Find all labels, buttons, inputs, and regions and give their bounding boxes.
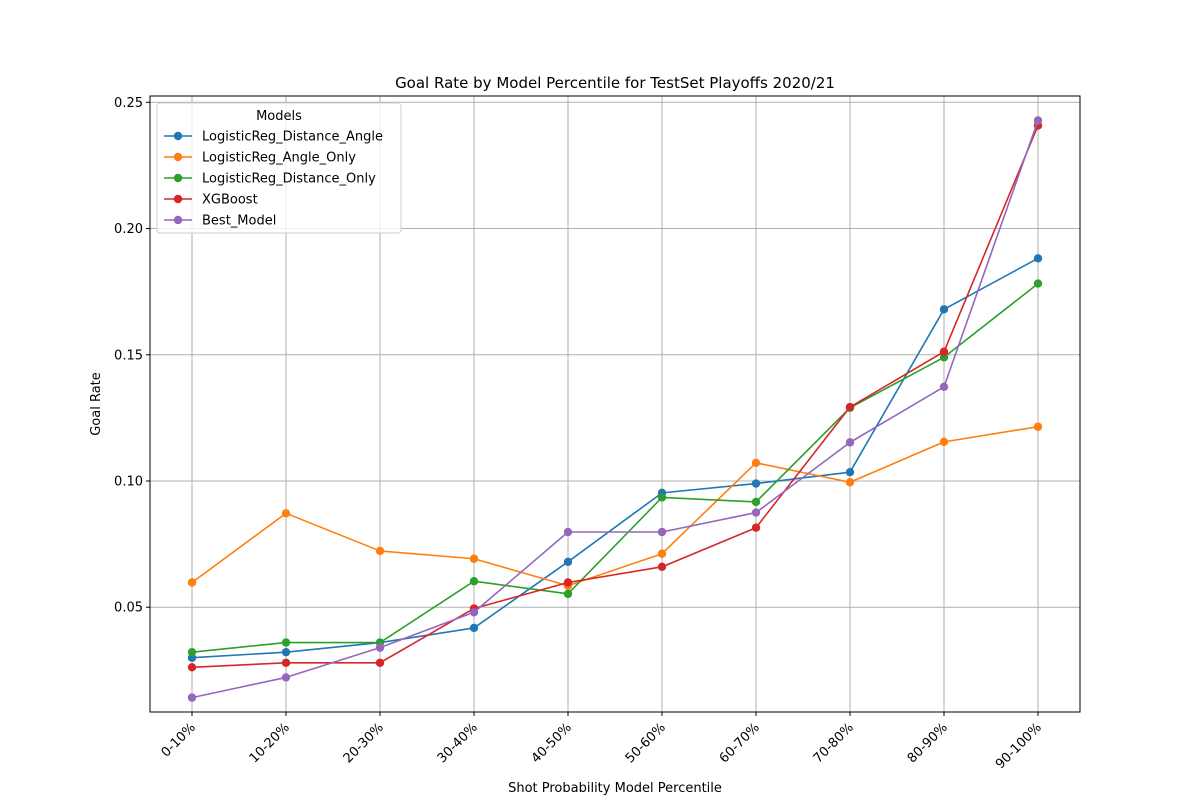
legend-label: Best_Model (202, 214, 276, 229)
data-point (469, 623, 479, 633)
legend-entry: XGBoost (164, 193, 258, 208)
data-point (751, 508, 761, 517)
x-tick-label: 0-10% (159, 720, 199, 760)
data-point (281, 647, 291, 657)
data-point (1033, 254, 1043, 263)
x-tick-label: 20-30% (341, 720, 387, 766)
x-tick-label: 50-60% (623, 720, 669, 766)
x-tick-label: 90-100% (993, 720, 1045, 772)
legend: Models LogisticReg_Distance_AngleLogisti… (156, 102, 402, 234)
data-point (657, 562, 667, 572)
legend-marker (173, 152, 183, 162)
x-tick-label: 60-70% (717, 720, 763, 766)
data-point (187, 578, 197, 587)
legend-marker (173, 173, 183, 183)
series-line (191, 425, 1039, 587)
y-axis-label: Goal Rate (89, 372, 104, 436)
data-point (1033, 422, 1043, 431)
data-point (657, 493, 667, 502)
legend-entry: LogisticReg_Angle_Only (164, 151, 356, 166)
y-axis: 0.05 0.10 0.15 0.20 0.25 (114, 96, 150, 616)
y-tick-label: 0.10 (114, 475, 143, 490)
data-point (469, 577, 479, 586)
data-point (469, 554, 479, 563)
data-point (1033, 116, 1043, 125)
data-point (939, 347, 949, 356)
data-point (845, 402, 855, 412)
legend-marker (173, 194, 183, 204)
data-point (751, 458, 761, 468)
legend-title: Models (256, 109, 302, 124)
x-tick-label: 80-90% (905, 720, 951, 766)
series-group (187, 116, 1043, 702)
y-tick-label: 0.25 (114, 96, 143, 111)
x-tick-label: 70-80% (811, 720, 857, 766)
y-tick-label: 0.15 (114, 348, 143, 363)
data-point (281, 638, 291, 647)
data-point (187, 647, 197, 657)
x-tick-label: 30-40% (435, 720, 481, 766)
series-line (191, 120, 1039, 699)
legend-entry: LogisticReg_Distance_Only (164, 172, 376, 187)
x-tick-label: 10-20% (247, 720, 293, 766)
y-tick-label: 0.20 (114, 222, 143, 237)
legend-label: XGBoost (202, 193, 258, 208)
data-point (187, 663, 197, 672)
x-axis: 0-10% 10-20% 20-30% 30-40% 40-50% 50-60% 60-70… (159, 712, 1045, 772)
grid-lines (150, 96, 1080, 712)
chart-title: Goal Rate by Model Percentile for TestSe… (395, 74, 835, 92)
data-point (563, 578, 573, 587)
legend-marker (173, 215, 183, 225)
data-point (751, 497, 761, 507)
data-point (939, 382, 949, 392)
data-point (657, 549, 667, 558)
data-point (563, 589, 573, 599)
data-point (281, 673, 291, 682)
data-point (375, 546, 385, 556)
series-line (191, 282, 1039, 653)
plot-frame (149, 95, 1081, 713)
legend-entries: LogisticReg_Distance_Angle LogisticReg_An… (164, 130, 383, 229)
data-point (281, 658, 291, 667)
data-point (187, 693, 197, 702)
series-line (191, 257, 1039, 659)
data-point (751, 523, 761, 532)
data-point (375, 658, 385, 667)
legend-entry: LogisticReg_Distance_Angle (164, 130, 383, 145)
data-point (281, 509, 291, 518)
data-point (939, 437, 949, 447)
data-point (563, 557, 573, 566)
data-point (845, 438, 855, 447)
data-point (375, 643, 385, 652)
legend-label: LogisticReg_Distance_Angle (202, 130, 383, 145)
data-point (845, 478, 855, 487)
series-1 (187, 254, 1043, 662)
data-point (751, 479, 761, 488)
series-5 (187, 116, 1043, 702)
data-point (1033, 279, 1043, 288)
data-point (845, 467, 855, 477)
legend-entry: Best_Model (164, 214, 276, 229)
data-point (657, 527, 667, 537)
x-axis-label: Shot Probability Model Percentile (508, 781, 722, 796)
legend-label: LogisticReg_Distance_Only (202, 172, 376, 187)
data-point (563, 527, 573, 537)
legend-marker (173, 131, 183, 141)
legend-frame (156, 102, 402, 234)
data-point (939, 305, 949, 314)
data-point (469, 608, 479, 617)
y-tick-label: 0.05 (114, 601, 143, 616)
series-2 (187, 422, 1043, 590)
series-3 (187, 279, 1043, 657)
legend-label: LogisticReg_Angle_Only (202, 151, 356, 166)
x-tick-label: 40-50% (529, 720, 575, 766)
